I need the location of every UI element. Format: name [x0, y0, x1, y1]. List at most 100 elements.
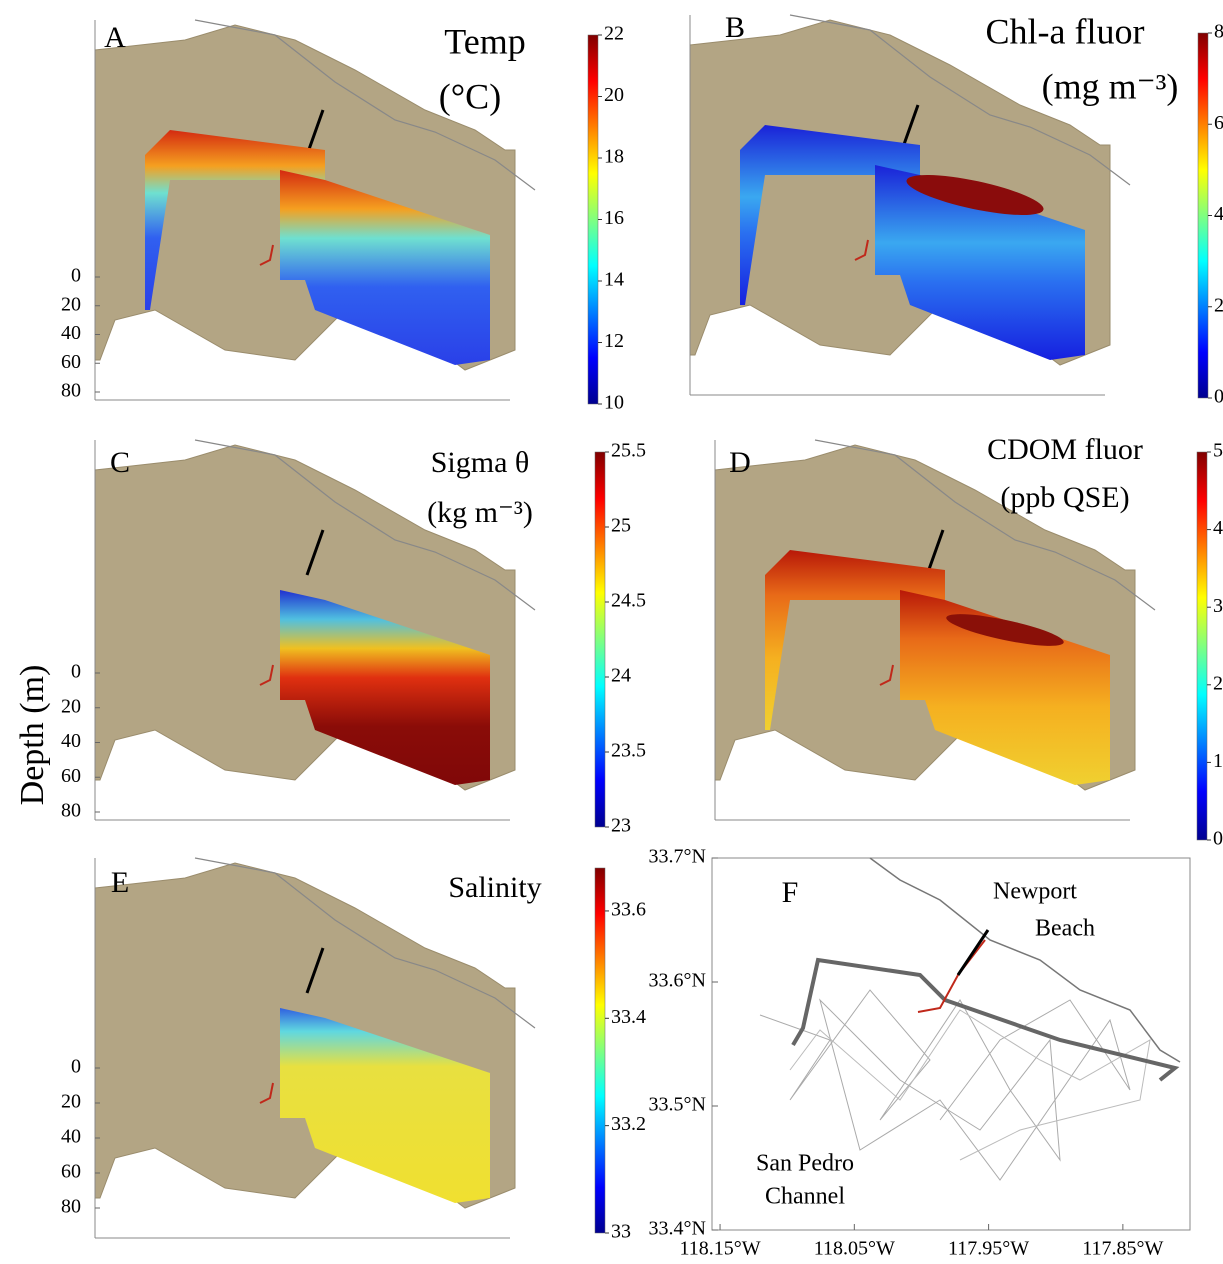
colorbar-label: 0 [1213, 828, 1223, 850]
panel-title: (°C) [439, 76, 501, 116]
depth-label: 0 [71, 265, 81, 287]
panel-title: Temp [444, 21, 525, 61]
colorbar [1197, 32, 1209, 399]
depth-label: 20 [61, 1091, 81, 1113]
colorbar-label: 0 [1214, 386, 1223, 408]
colorbar-label: 1 [1213, 750, 1223, 772]
colorbar-label: 6 [1214, 112, 1223, 134]
colorbar-label: 20 [604, 84, 624, 106]
depth-label: 40 [61, 322, 81, 344]
y-tick-label: 33.5°N [649, 1094, 706, 1116]
depth-label: 40 [61, 730, 81, 752]
colorbar-label: 23.5 [611, 740, 646, 762]
y-tick-label: 33.4°N [649, 1218, 706, 1240]
panel-title: Chl-a fluor [986, 11, 1145, 51]
colorbar [594, 867, 606, 1234]
y-tick-label: 33.7°N [649, 846, 706, 868]
x-tick-label: 117.85°W [1082, 1238, 1163, 1260]
colorbar-label: 33.6 [611, 899, 646, 921]
pier [956, 929, 990, 976]
pier-line [259, 244, 274, 266]
panel-title: (ppb QSE) [1000, 481, 1129, 514]
chl-maximum [906, 175, 1044, 215]
x-tick-label: 118.15°W [679, 1238, 760, 1260]
y-axis-label: Depth (m) [14, 665, 51, 806]
pier [305, 947, 325, 994]
pier [900, 104, 920, 151]
map-frame [711, 857, 1191, 1231]
coastline [814, 439, 1156, 611]
panel-letter: E [111, 866, 129, 899]
colorbar-label: 23 [611, 815, 631, 837]
colorbar-label: 25.5 [611, 440, 646, 462]
map-annotation: Beach [1035, 916, 1095, 942]
pier [925, 529, 945, 576]
panel-letter: B [725, 11, 745, 44]
pier-line [259, 664, 274, 686]
cdom-maximum [946, 614, 1064, 646]
pier-line [879, 664, 894, 686]
panel-letter: D [729, 446, 751, 479]
colorbar-label: 18 [604, 146, 624, 168]
panel-title: Salinity [448, 871, 541, 904]
x-tick-label: 118.05°W [814, 1238, 895, 1260]
depth-label: 20 [61, 293, 81, 315]
data-curtain [280, 170, 490, 365]
coastline [194, 19, 536, 191]
colorbar [1196, 451, 1208, 841]
colorbar-label: 14 [604, 269, 624, 291]
depth-label: 80 [61, 1196, 81, 1218]
map-annotation: Newport [993, 879, 1077, 905]
colorbar [587, 34, 599, 405]
colorbar-label: 25 [611, 515, 631, 537]
coastline [194, 857, 536, 1029]
depth-label: 0 [71, 661, 81, 683]
depth-label: 60 [61, 765, 81, 787]
depth-label: 60 [61, 351, 81, 373]
colorbar-label: 2 [1213, 672, 1223, 694]
colorbar-label: 16 [604, 207, 624, 229]
colorbar [594, 451, 606, 828]
colorbar-label: 22 [604, 23, 624, 45]
panel-title: (mg m⁻³) [1042, 66, 1179, 106]
pier-line [917, 939, 986, 1013]
depth-label: 20 [61, 695, 81, 717]
colorbar-label: 33.2 [611, 1113, 646, 1135]
colorbar-label: 33.4 [611, 1006, 646, 1028]
colorbar-label: 12 [604, 330, 624, 352]
panel-title: (kg m⁻³) [427, 496, 533, 529]
ship-tracks [759, 989, 1131, 1181]
colorbar-label: 2 [1214, 294, 1223, 316]
data-curtain [280, 1008, 490, 1203]
ship-tracks [789, 1009, 1151, 1161]
coastline [869, 857, 1181, 1063]
panel-title: Sigma θ [431, 446, 530, 479]
colorbar-label: 24 [611, 665, 631, 687]
x-tick-label: 117.95°W [948, 1238, 1029, 1260]
colorbar-label: 4 [1214, 203, 1223, 225]
pier [305, 109, 325, 156]
pier-line [259, 1082, 274, 1104]
colorbar-label: 3 [1213, 595, 1223, 617]
pier-line [854, 239, 869, 261]
colorbar-label: 24.5 [611, 590, 646, 612]
panel-title: CDOM fluor [987, 433, 1143, 466]
map-annotation: San Pedro [756, 1151, 854, 1177]
panel-letter: A [104, 21, 126, 54]
colorbar-label: 5 [1213, 440, 1223, 462]
coastline [194, 439, 536, 611]
depth-label: 80 [61, 800, 81, 822]
colorbar-label: 8 [1214, 21, 1223, 43]
map-annotation: Channel [765, 1184, 845, 1210]
data-curtain [280, 590, 490, 785]
depth-label: 60 [61, 1161, 81, 1183]
depth-label: 0 [71, 1056, 81, 1078]
colorbar-label: 33 [611, 1221, 631, 1243]
coastline [789, 14, 1131, 186]
depth-label: 80 [61, 380, 81, 402]
panel-letter: C [110, 446, 130, 479]
colorbar-label: 4 [1213, 517, 1223, 539]
map-tracks [711, 857, 1191, 1231]
depth-label: 40 [61, 1126, 81, 1148]
